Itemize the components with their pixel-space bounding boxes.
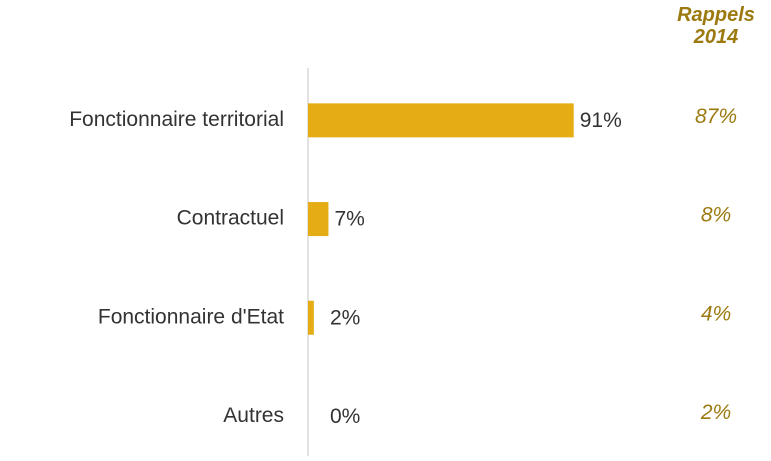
category-label: Autres xyxy=(223,404,284,427)
category-label: Fonctionnaire d'Etat xyxy=(98,305,284,328)
bar xyxy=(308,202,329,237)
comparison-label: 2% xyxy=(700,401,731,424)
value-label: 0% xyxy=(330,405,360,428)
category-label: Contractuel xyxy=(177,207,284,230)
value-label: 7% xyxy=(334,208,364,231)
category-label: Fonctionnaire territorial xyxy=(69,108,284,131)
comparison-label: 87% xyxy=(695,105,737,128)
comparison-title: Rappels 2014 xyxy=(677,4,755,48)
value-label: 91% xyxy=(580,109,622,132)
bar xyxy=(308,300,314,335)
comparison-label: 4% xyxy=(701,302,731,325)
bar xyxy=(308,103,574,138)
comparison-label: 8% xyxy=(701,204,731,227)
value-label: 2% xyxy=(330,306,360,329)
